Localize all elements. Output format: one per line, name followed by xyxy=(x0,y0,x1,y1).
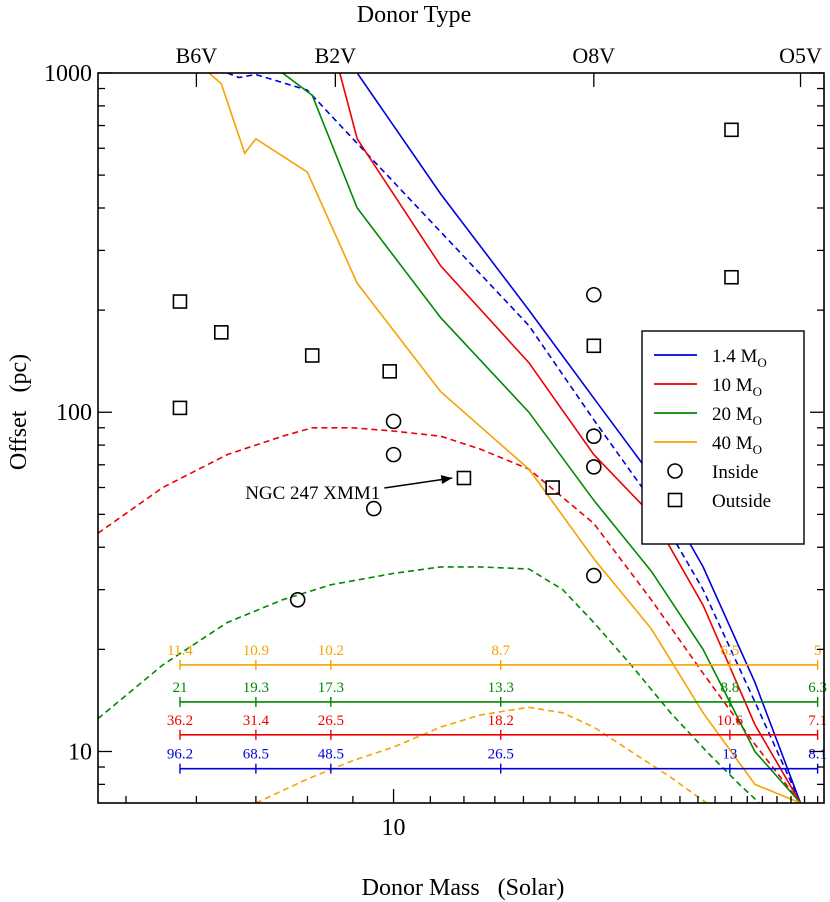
point-outside xyxy=(724,122,739,138)
y-axis-label: Offset (pc) xyxy=(6,354,32,470)
point-inside xyxy=(586,567,602,584)
scale-bar-label: 8.8 xyxy=(721,680,740,696)
series-line-1-4-mo-dashed xyxy=(227,73,802,803)
plot-frame xyxy=(97,72,825,804)
point-outside xyxy=(172,400,188,416)
legend-inside-marker xyxy=(667,463,683,479)
top-axis-label: B6V xyxy=(176,43,218,68)
scale-bar-label: 13.3 xyxy=(488,680,514,696)
scale-bar-label: 11.4 xyxy=(167,643,193,659)
point-inside xyxy=(385,446,402,463)
legend-label: 40 MO xyxy=(712,433,762,457)
scale-bar-label: 10.2 xyxy=(318,643,344,659)
point-outside xyxy=(172,294,188,309)
point-inside xyxy=(586,459,602,475)
scale-bar-label: 36.2 xyxy=(167,713,193,729)
x-axis-label: Donor Mass (Solar) xyxy=(362,875,565,901)
y-tick-label: 1000 xyxy=(44,61,92,87)
scale-bar-label: 48.5 xyxy=(318,747,344,763)
point-outside xyxy=(456,470,472,486)
series-line-10-mo-dashed xyxy=(98,427,802,803)
legend-box xyxy=(641,330,805,545)
series-line-20-mo-dashed xyxy=(98,566,760,803)
top-axis-label: O8V xyxy=(572,43,615,68)
legend-label: 1.4 MO xyxy=(712,346,767,370)
annotation-arrow-head xyxy=(440,475,453,485)
scale-bar-label: 8.7 xyxy=(491,643,510,659)
series-line-10-mo-solid xyxy=(339,73,802,803)
annotation-arrow-shaft xyxy=(384,477,453,489)
scale-bar-label: 5 xyxy=(814,643,822,659)
point-outside xyxy=(304,348,320,363)
scale-bar-label: 6.5 xyxy=(721,643,740,659)
series-line-20-mo-solid xyxy=(282,73,802,803)
point-inside xyxy=(289,592,306,608)
top-axis-label: O5V xyxy=(779,43,822,68)
scale-bar-label: 96.2 xyxy=(167,747,193,763)
scale-bar-label: 26.5 xyxy=(488,747,514,763)
scale-bar-label: 31.4 xyxy=(243,713,270,729)
scale-bar-label: 68.5 xyxy=(243,747,269,763)
point-inside xyxy=(586,286,602,303)
scale-bar-label: 19.3 xyxy=(243,680,269,696)
point-outside xyxy=(382,364,397,379)
series-line-40-mo-solid xyxy=(208,73,801,803)
scale-bar-label: 8.1 xyxy=(808,747,827,763)
x-tick-label: 10 xyxy=(382,815,406,841)
point-inside xyxy=(385,413,402,430)
scale-bar-label: 18.2 xyxy=(488,713,514,729)
scale-bar-label: 7.1 xyxy=(808,713,827,729)
legend-label: 10 MO xyxy=(712,375,762,399)
y-tick-label: 10 xyxy=(68,739,92,765)
legend-outside-marker xyxy=(667,492,683,508)
scale-bar-label: 17.3 xyxy=(318,680,344,696)
scale-bar-label: 10.9 xyxy=(243,643,269,659)
scale-bar-label: 6.3 xyxy=(808,680,827,696)
point-outside xyxy=(586,338,602,354)
legend-label: 20 MO xyxy=(712,404,762,428)
scale-bar-label: 21 xyxy=(172,680,187,696)
point-outside xyxy=(213,325,229,340)
y-tick-label: 100 xyxy=(56,400,92,426)
top-axis-label: B2V xyxy=(315,43,357,68)
legend-label: Inside xyxy=(712,462,758,483)
point-inside xyxy=(365,500,382,517)
scale-bar-label: 13 xyxy=(722,747,737,763)
series-line-40-mo-dashed xyxy=(255,706,708,803)
series-line-1-4-mo-solid xyxy=(356,73,802,803)
scale-bar-label: 10.6 xyxy=(717,713,744,729)
annotation-label: NGC 247 XMM1 xyxy=(245,483,380,504)
point-outside xyxy=(724,269,739,285)
point-inside xyxy=(586,428,602,444)
top-axis-title: Donor Type xyxy=(357,2,472,28)
scale-bar-label: 26.5 xyxy=(318,713,344,729)
legend-label: Outside xyxy=(712,491,771,512)
point-outside xyxy=(545,480,560,495)
